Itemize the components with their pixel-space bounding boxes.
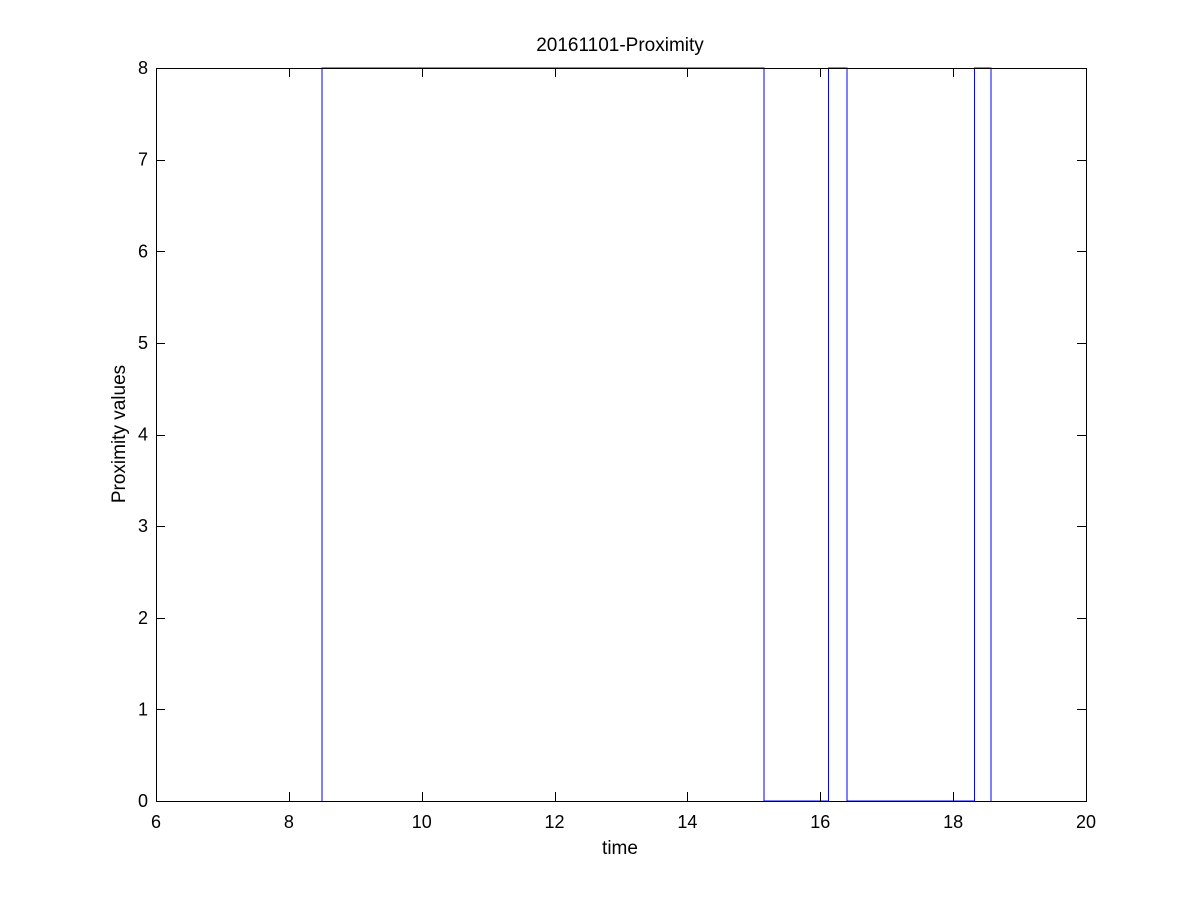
x-tick-label: 16 [810,812,830,832]
x-tick-label: 12 [545,812,565,832]
y-tick-label: 6 [138,241,148,261]
chart-title: 20161101-Proximity [536,35,704,56]
y-tick-label: 0 [138,791,148,811]
x-axis-label: time [602,838,638,859]
x-tick-label: 8 [284,812,294,832]
x-tick-label: 20 [1076,812,1096,832]
y-tick-label: 2 [138,608,148,628]
axes-frame [156,68,1087,802]
y-tick-label: 3 [138,516,148,536]
y-axis-label: Proximity values [109,365,130,503]
y-tick-label: 7 [138,150,148,170]
x-tick-label: 14 [677,812,697,832]
axes-background [156,68,1086,801]
x-tick-label: 18 [943,812,963,832]
y-tick-label: 5 [138,333,148,353]
x-tick-label: 10 [412,812,432,832]
y-tick-label: 8 [138,58,148,78]
y-tick-label: 1 [138,699,148,719]
x-tick-label: 6 [151,812,161,832]
y-tick-label: 4 [138,425,148,445]
